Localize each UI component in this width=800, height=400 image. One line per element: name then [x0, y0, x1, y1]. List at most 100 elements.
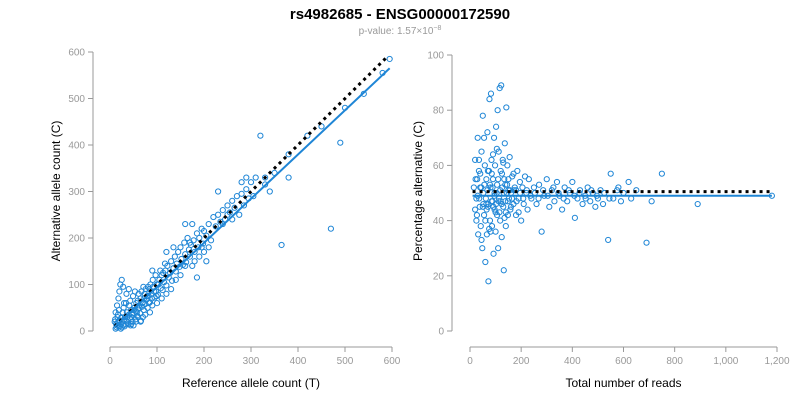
data-point	[495, 245, 502, 252]
y-tick-label: 20	[433, 271, 445, 282]
data-point	[482, 217, 489, 224]
data-point	[182, 220, 189, 228]
data-point	[479, 245, 486, 252]
data-point	[571, 214, 578, 221]
data-point	[219, 207, 226, 214]
data-point	[488, 156, 495, 163]
data-point	[584, 184, 591, 191]
x-tick-label: 0	[467, 356, 473, 367]
data-point	[498, 200, 505, 208]
data-point	[172, 276, 179, 283]
data-point	[120, 283, 127, 290]
data-point	[250, 193, 257, 200]
data-point	[224, 202, 231, 209]
data-point	[153, 293, 160, 300]
data-point	[240, 202, 248, 209]
data-point	[304, 132, 311, 139]
data-point	[386, 55, 393, 63]
x-tick-label: 0	[107, 356, 113, 367]
y-axis-title: Alternative allele count (C)	[49, 121, 63, 262]
data-point	[561, 184, 568, 191]
data-point	[550, 184, 557, 191]
data-point	[535, 181, 543, 188]
data-point	[203, 232, 210, 239]
data-point	[327, 225, 334, 232]
subtitle-prefix: p-value: 1.57×10	[359, 26, 434, 37]
x-tick-label: 500	[337, 356, 354, 367]
data-point	[477, 170, 484, 177]
data-point	[607, 170, 614, 177]
data-point	[123, 290, 130, 297]
data-point	[193, 230, 201, 237]
data-point	[510, 170, 517, 177]
data-point	[587, 198, 594, 205]
data-point	[546, 203, 553, 210]
data-point	[479, 112, 486, 119]
data-point	[487, 90, 495, 97]
data-point	[229, 197, 236, 204]
data-point	[491, 162, 499, 169]
data-point	[205, 220, 212, 228]
data-point	[186, 239, 193, 246]
fit-line	[114, 67, 391, 328]
data-point	[515, 209, 522, 216]
data-point	[191, 258, 198, 265]
data-point	[243, 174, 250, 181]
x-tick-label: 400	[290, 356, 307, 367]
x-tick-label: 1,000	[713, 356, 738, 367]
x-tick-label: 300	[243, 356, 260, 367]
data-point	[207, 237, 215, 244]
data-point	[247, 179, 255, 186]
x-tick-label: 400	[564, 356, 581, 367]
data-point	[163, 248, 170, 256]
left-scatter-panel: 0 100 200 300 400 500 600 0 100 200 300 400 500 600 Re…	[49, 48, 401, 391]
y-tick-label: 60	[433, 161, 445, 172]
data-point	[497, 198, 504, 205]
data-point	[538, 228, 545, 235]
data-point	[337, 139, 344, 146]
data-point	[125, 320, 132, 328]
data-point	[147, 281, 154, 288]
data-point	[193, 274, 201, 281]
data-point	[490, 134, 498, 141]
y-tick-label: 400	[68, 141, 85, 152]
data-point	[252, 174, 259, 181]
y-axis-title: Percentage alternative (C)	[411, 121, 425, 261]
data-point	[564, 198, 571, 205]
data-point	[236, 211, 243, 218]
data-point	[200, 227, 208, 235]
data-point	[503, 104, 510, 111]
data-point	[502, 181, 509, 188]
data-point	[500, 267, 507, 274]
data-point	[485, 278, 492, 285]
data-point	[492, 123, 500, 130]
data-point	[149, 276, 156, 283]
data-point	[519, 184, 526, 191]
data-point	[189, 262, 196, 269]
data-point	[492, 228, 499, 235]
x-tick-label: 200	[196, 356, 213, 367]
x-axis-title: Reference allele count (T)	[182, 376, 320, 390]
data-point	[154, 291, 162, 298]
y-tick-label: 600	[68, 48, 85, 59]
y-tick-label: 100	[427, 51, 444, 62]
data-point	[163, 290, 170, 297]
data-point	[153, 300, 161, 307]
data-point	[502, 209, 509, 216]
data-point	[605, 236, 612, 244]
data-point	[181, 239, 188, 246]
x-tick-label: 600	[384, 356, 401, 367]
x-axis-title: Total number of reads	[565, 376, 681, 390]
data-point	[483, 200, 490, 208]
data-point	[504, 198, 511, 205]
data-point	[233, 193, 240, 200]
data-point	[513, 198, 520, 205]
data-point	[175, 248, 182, 256]
data-point	[492, 209, 499, 216]
data-point	[501, 140, 508, 147]
right-scatter-panel: 0 20 40 60 80 100 0 200 400 600 800 1,000 1,200 Total…	[411, 51, 790, 391]
data-point	[152, 272, 159, 279]
data-point	[488, 198, 495, 205]
data-point	[257, 132, 264, 139]
